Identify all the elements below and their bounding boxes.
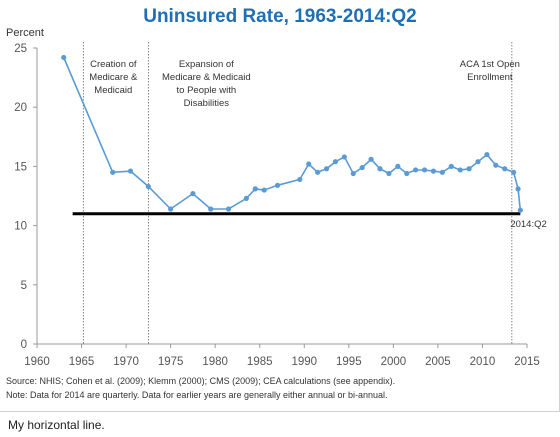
data-point xyxy=(359,164,365,171)
data-point xyxy=(457,167,463,173)
data-point xyxy=(323,166,330,172)
y-tick-label: 20 xyxy=(14,102,27,114)
data-point xyxy=(168,206,174,212)
data-point xyxy=(448,163,454,169)
data-note: Note: Data for 2014 are quarterly. Data … xyxy=(6,390,388,400)
y-tick-label: 0 xyxy=(21,339,27,351)
x-tick-label: 1965 xyxy=(69,356,95,368)
data-point xyxy=(466,166,472,172)
event-annotation: Disabilities xyxy=(184,98,230,109)
data-point xyxy=(225,206,232,212)
event-annotation: to People with xyxy=(177,85,237,96)
data-point xyxy=(274,182,281,188)
y-axis-label: Percent xyxy=(6,27,44,39)
data-point xyxy=(515,186,521,192)
data-point xyxy=(297,176,303,183)
data-point xyxy=(511,169,517,175)
data-point xyxy=(306,161,312,167)
data-point xyxy=(127,168,134,174)
data-point xyxy=(341,154,347,160)
chart-title: Uninsured Rate, 1963-2014:Q2 xyxy=(143,6,417,27)
data-point xyxy=(484,151,490,158)
x-tick-label: 1970 xyxy=(113,356,139,368)
data-point xyxy=(413,167,419,173)
data-point xyxy=(350,170,356,177)
data-point xyxy=(475,159,481,165)
data-point xyxy=(395,163,401,169)
data-point xyxy=(502,166,508,172)
data-point xyxy=(61,54,67,61)
data-point xyxy=(430,168,437,174)
data-point xyxy=(386,170,392,177)
data-point xyxy=(368,156,374,162)
y-tick-label: 25 xyxy=(14,43,27,55)
plot-area: 0 5 10 15 20 25 1960 1965 1970 1975 1980 1985 1990 19… xyxy=(14,42,547,368)
x-tick-label: 1980 xyxy=(202,356,228,368)
x-tick-label: 1990 xyxy=(291,356,317,368)
data-point xyxy=(261,187,267,193)
event-annotation: Medicare & Medicaid xyxy=(162,72,251,83)
y-tick-label: 10 xyxy=(14,221,27,233)
data-point xyxy=(252,186,258,192)
x-tick-label: 2015 xyxy=(514,356,540,368)
x-tick-label: 1975 xyxy=(158,356,184,368)
event-annotation: ACA 1st Open xyxy=(460,59,520,70)
caption: My horizontal line. xyxy=(8,418,105,432)
y-tick-label: 5 xyxy=(21,280,27,292)
data-point xyxy=(315,169,321,175)
data-point xyxy=(110,169,116,175)
data-point xyxy=(404,170,410,177)
x-tick-label: 2005 xyxy=(425,356,451,368)
x-tick-label: 1995 xyxy=(336,356,362,368)
data-point xyxy=(332,159,339,165)
data-point xyxy=(377,166,383,172)
event-annotation: Creation of xyxy=(90,59,137,70)
data-point xyxy=(439,169,445,175)
x-tick-label: 1960 xyxy=(24,356,50,368)
data-point xyxy=(243,195,249,201)
x-tick-label: 1985 xyxy=(247,356,273,368)
data-point xyxy=(421,167,428,173)
event-annotation: Medicare & xyxy=(89,72,138,83)
data-point xyxy=(208,206,214,212)
event-annotation: Enrollment xyxy=(467,72,513,83)
chart: Uninsured Rate, 1963-2014:Q2 Percent 0 5 1… xyxy=(6,6,547,400)
event-annotation: Medicaid xyxy=(94,85,132,96)
x-tick-label: 2010 xyxy=(470,356,496,368)
x-tick-label: 2000 xyxy=(381,356,407,368)
end-point-label: 2014:Q2 xyxy=(510,219,546,230)
data-point xyxy=(493,162,499,168)
y-tick-label: 15 xyxy=(14,161,27,173)
data-point xyxy=(145,183,151,190)
data-point xyxy=(190,191,196,197)
source-note: Source: NHIS; Cohen et al. (2009); Klemm… xyxy=(6,376,395,386)
event-annotation: Expansion of xyxy=(179,59,234,70)
data-point xyxy=(517,207,523,213)
